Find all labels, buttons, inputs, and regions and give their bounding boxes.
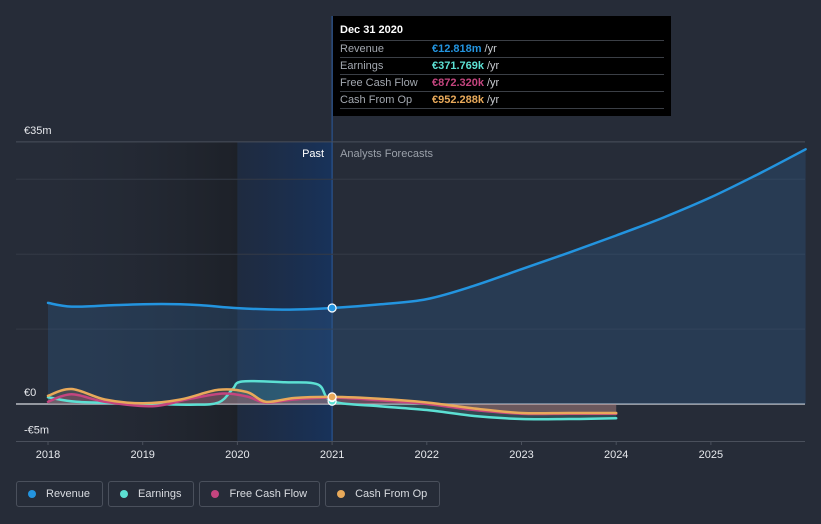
highlight-region [237, 142, 333, 441]
earnings-line [46, 379, 618, 421]
tooltip-row: Cash From Op €952.288k/yr [340, 92, 664, 109]
tooltip-metric-name: Cash From Op [340, 94, 413, 106]
tooltip-metric-name: Earnings [340, 60, 384, 72]
forecast-label: Analysts Forecasts [340, 148, 433, 160]
x-tick-label: 2024 [604, 449, 628, 461]
legend-label: Earnings [138, 488, 182, 500]
tooltip-metric-unit: /yr [487, 60, 500, 72]
past-label: Past [302, 148, 324, 160]
cash-from-op-line [46, 387, 618, 415]
tooltip-metric-name: Free Cash Flow [340, 77, 418, 89]
tooltip-metric-value: €371.769k [432, 60, 484, 72]
x-tick-label: 2023 [509, 449, 533, 461]
past-region-shade [16, 142, 238, 441]
legend-dot-icon [337, 490, 346, 498]
revenue-line [46, 148, 807, 311]
x-tick-label: 2019 [130, 449, 154, 461]
tooltip-metric-name: Revenue [340, 43, 385, 55]
tooltip-metric-value: €12.818m [432, 43, 482, 55]
legend-item-free-cash-flow[interactable]: Free Cash Flow [199, 481, 321, 507]
legend-label: Free Cash Flow [229, 488, 308, 500]
legend: Revenue Earnings Free Cash Flow Cash From O… [16, 481, 441, 507]
tooltip-row: Revenue €12.818m/yr [340, 41, 664, 58]
x-tick-label: 2022 [415, 449, 439, 461]
tooltip: Dec 31 2020 Revenue €12.818m/yr Earnings €3… [333, 16, 671, 116]
legend-label: Cash From Op [355, 488, 428, 500]
legend-dot-icon [28, 490, 36, 498]
legend-dot-icon [211, 490, 220, 498]
legend-dot-icon [120, 490, 129, 498]
tooltip-metric-unit: /yr [487, 94, 500, 106]
y-tick-label: €35m [24, 125, 52, 137]
revenue-area [48, 149, 806, 404]
y-tick-label: €0 [24, 387, 36, 399]
legend-item-earnings[interactable]: Earnings [108, 481, 195, 507]
tooltip-metric-unit: /yr [487, 77, 500, 89]
tooltip-date: Dec 31 2020 [340, 24, 664, 41]
x-tick-label: 2025 [699, 449, 723, 461]
x-tick-label: 2018 [36, 449, 60, 461]
legend-item-revenue[interactable]: Revenue [16, 481, 104, 507]
revenue-highlight-marker [327, 303, 337, 313]
cash-from-op-highlight-marker [327, 392, 337, 402]
tooltip-row: Earnings €371.769k/yr [340, 58, 664, 75]
y-tick-label: -€5m [24, 424, 49, 436]
tooltip-metric-unit: /yr [484, 43, 497, 55]
tooltip-row: Free Cash Flow €872.320k/yr [340, 75, 664, 92]
x-tick-label: 2021 [320, 449, 344, 461]
tooltip-metric-value: €952.288k [432, 94, 484, 106]
legend-item-cash-from-op[interactable]: Cash From Op [325, 481, 441, 507]
x-tick-label: 2020 [225, 449, 249, 461]
tooltip-metric-value: €872.320k [432, 77, 484, 89]
legend-label: Revenue [46, 488, 91, 500]
